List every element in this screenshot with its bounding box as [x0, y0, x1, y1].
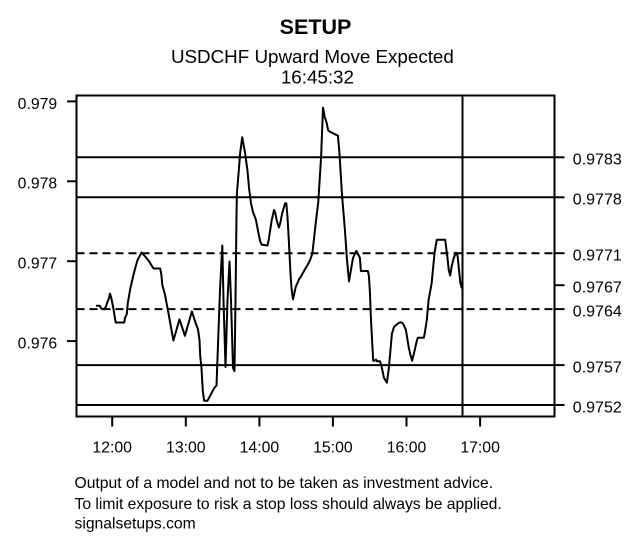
svg-text:15:00: 15:00 [313, 440, 353, 457]
svg-text:USDCHF Upward Move Expected: USDCHF Upward Move Expected [171, 46, 454, 67]
svg-text:0.9771: 0.9771 [573, 248, 622, 265]
svg-text:SETUP: SETUP [280, 15, 352, 39]
svg-text:0.978: 0.978 [18, 176, 58, 193]
svg-text:17:00: 17:00 [460, 440, 500, 457]
svg-text:14:00: 14:00 [240, 440, 280, 457]
svg-text:13:00: 13:00 [166, 440, 206, 457]
svg-text:0.9752: 0.9752 [573, 399, 622, 416]
svg-text:0.9767: 0.9767 [573, 280, 622, 297]
svg-text:To limit exposure to risk a st: To limit exposure to risk a stop loss sh… [75, 496, 502, 513]
svg-text:16:45:32: 16:45:32 [281, 66, 354, 87]
svg-text:0.979: 0.979 [18, 96, 58, 113]
svg-text:12:00: 12:00 [92, 440, 132, 457]
svg-text:0.9783: 0.9783 [573, 152, 622, 169]
svg-text:Output of a model and not to b: Output of a model and not to be taken as… [75, 475, 494, 492]
svg-text:16:00: 16:00 [387, 440, 427, 457]
svg-text:0.9764: 0.9764 [573, 304, 622, 321]
svg-text:0.977: 0.977 [18, 256, 58, 273]
svg-text:0.9778: 0.9778 [573, 192, 622, 209]
svg-text:0.976: 0.976 [18, 336, 58, 353]
svg-text:signalsetups.com: signalsetups.com [75, 516, 196, 533]
svg-text:0.9757: 0.9757 [573, 360, 622, 377]
